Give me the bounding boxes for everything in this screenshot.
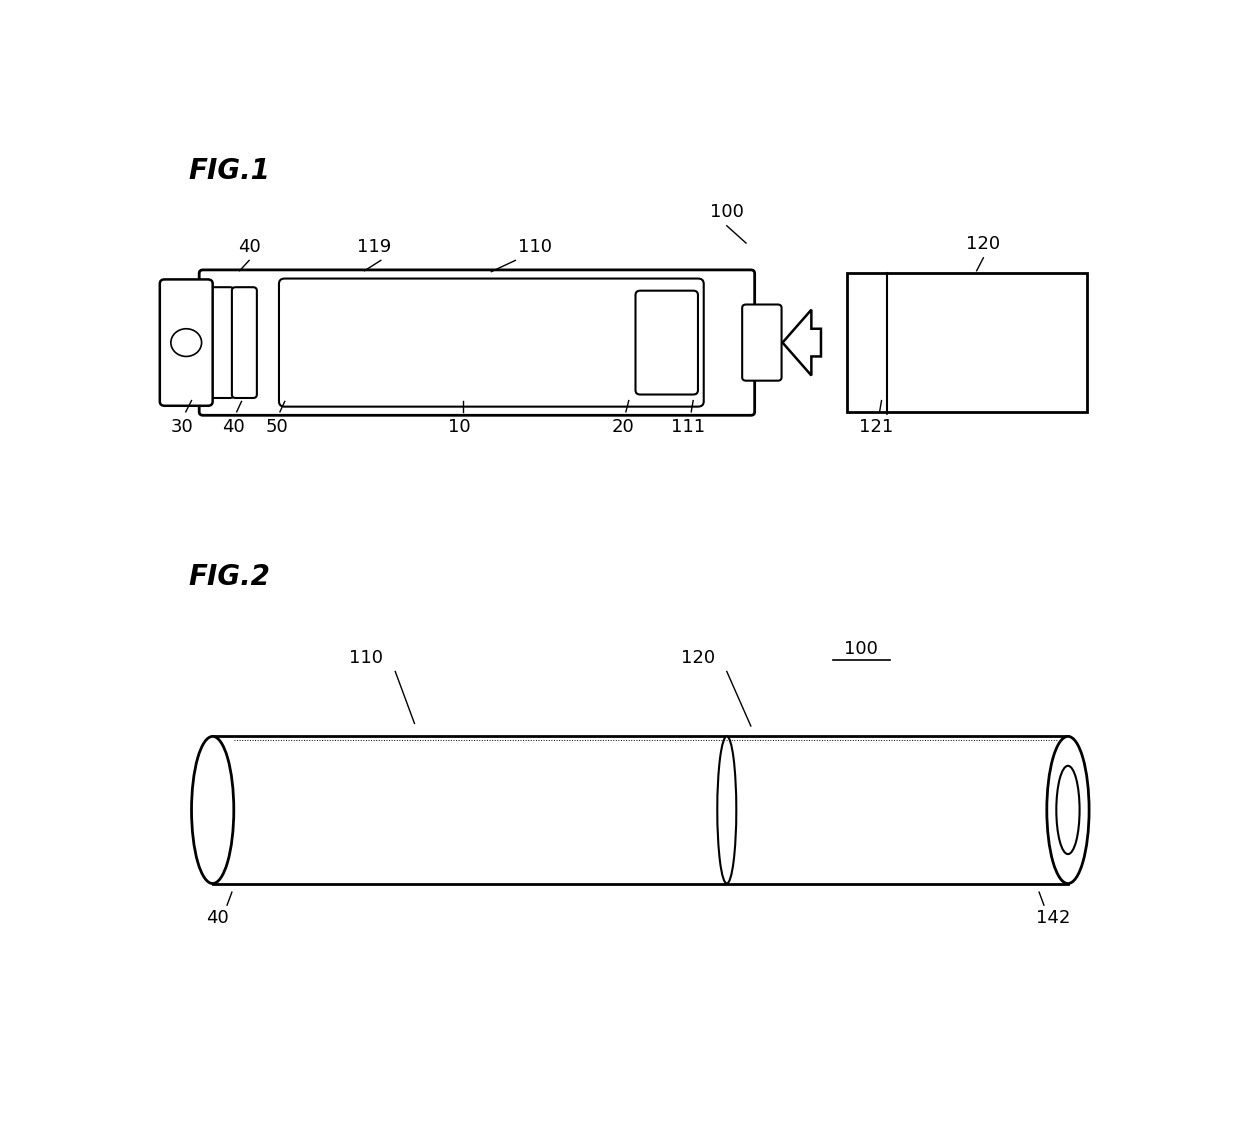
- Text: 110: 110: [350, 650, 383, 668]
- Circle shape: [171, 328, 202, 356]
- Text: 142: 142: [1037, 909, 1070, 927]
- FancyBboxPatch shape: [635, 291, 698, 395]
- Text: 110: 110: [518, 238, 552, 256]
- Text: 111: 111: [671, 418, 706, 436]
- Text: 120: 120: [681, 650, 715, 668]
- Text: 100: 100: [709, 203, 744, 221]
- FancyBboxPatch shape: [208, 288, 234, 398]
- Ellipse shape: [717, 736, 737, 883]
- FancyBboxPatch shape: [743, 305, 781, 381]
- FancyBboxPatch shape: [160, 280, 213, 406]
- Text: 40: 40: [238, 238, 260, 256]
- Polygon shape: [782, 310, 821, 375]
- Text: 121: 121: [858, 418, 893, 436]
- Text: 10: 10: [449, 418, 471, 436]
- Ellipse shape: [1056, 765, 1080, 854]
- Text: 20: 20: [611, 418, 635, 436]
- FancyBboxPatch shape: [232, 288, 257, 398]
- Text: 40: 40: [222, 418, 246, 436]
- Text: 119: 119: [357, 238, 392, 256]
- FancyBboxPatch shape: [200, 270, 755, 415]
- FancyBboxPatch shape: [279, 279, 704, 407]
- Ellipse shape: [1047, 736, 1089, 883]
- Text: 40: 40: [206, 909, 229, 927]
- Text: 30: 30: [171, 418, 193, 436]
- Text: 120: 120: [966, 235, 1001, 253]
- Bar: [847, 273, 1087, 411]
- Text: 50: 50: [265, 418, 289, 436]
- Ellipse shape: [191, 736, 234, 883]
- Text: FIG.1: FIG.1: [188, 156, 270, 184]
- Text: 100: 100: [844, 641, 878, 659]
- Text: FIG.2: FIG.2: [188, 563, 270, 591]
